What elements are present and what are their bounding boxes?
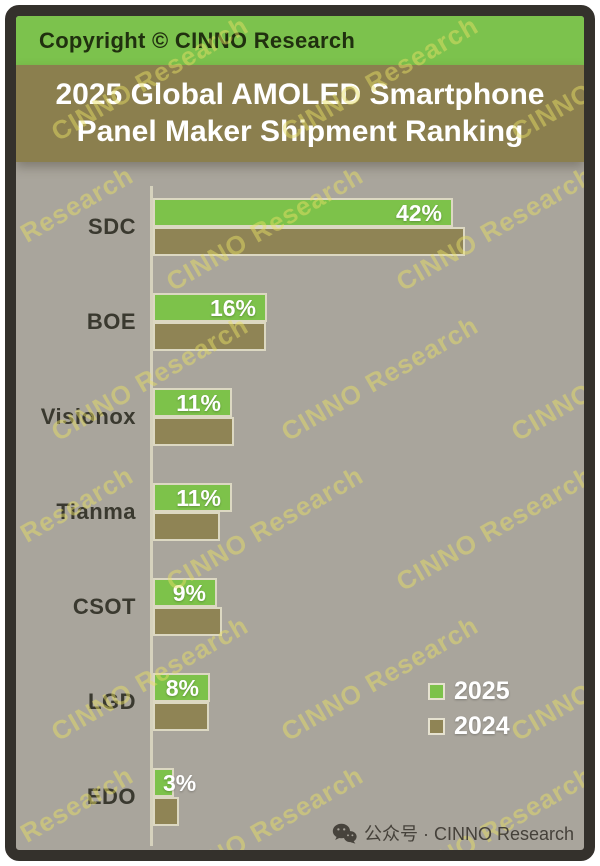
category-label: CSOT	[72, 594, 136, 619]
chart-group: Visionox 11%	[16, 388, 584, 446]
bar-2024-csot	[153, 607, 222, 636]
bar-value-label: 11%	[176, 390, 221, 416]
bar-2024-sdc	[153, 227, 465, 256]
chart-group: SDC 42%	[16, 198, 584, 256]
copyright-bar: Copyright © CINNO Research	[16, 16, 584, 65]
legend: 2025 2024	[428, 676, 510, 748]
chart-group: Tianma 11%	[16, 483, 584, 541]
copyright-text: Copyright © CINNO Research	[39, 27, 356, 53]
category-label: EDO	[86, 784, 136, 809]
bar-2025-tianma: 11%	[153, 483, 232, 512]
bar-value-label: 8%	[165, 675, 199, 701]
chart-group: EDO 3%	[16, 768, 584, 826]
legend-label: 2024	[454, 711, 510, 740]
page-title-line1: 2025 Global AMOLED Smartphone	[55, 77, 545, 111]
category-label: SDC	[88, 214, 136, 239]
bar-2025-lgd: 8%	[153, 673, 210, 702]
page-title-line2: Panel Maker Shipment Ranking	[76, 114, 524, 148]
bar-2025-sdc: 42%	[153, 198, 453, 227]
legend-item: 2025	[428, 676, 510, 705]
bar-2024-tianma	[153, 512, 220, 541]
legend-swatch	[428, 682, 445, 700]
bar-2024-boe	[153, 322, 266, 351]
chart: SDC 42% BOE 16% Visionox 11% Tianma 11% CSOT 9% LG…	[16, 162, 584, 850]
bar-value-label: 9%	[172, 580, 206, 606]
bar-value-label: 16%	[209, 295, 256, 321]
legend-item: 2024	[428, 711, 510, 740]
chart-group: BOE 16%	[16, 293, 584, 351]
bar-2025-csot: 9%	[153, 578, 217, 607]
bar-value-label: 42%	[395, 200, 442, 226]
footer: 公众号 · CINNO Research	[332, 820, 574, 846]
chart-axis-line	[150, 186, 153, 846]
category-label: Visionox	[40, 404, 136, 429]
chart-group: LGD 8%	[16, 673, 584, 731]
bar-2024-visionox	[153, 417, 234, 446]
chart-group: CSOT 9%	[16, 578, 584, 636]
bar-2024-edo	[153, 797, 179, 826]
legend-swatch	[428, 717, 445, 735]
bar-2025-edo: 3%	[153, 768, 196, 797]
bar-value-label: 3%	[163, 770, 197, 796]
title-banner: 2025 Global AMOLED Smartphone Panel Make…	[16, 65, 584, 162]
bar-2025-visionox: 11%	[153, 388, 232, 417]
bar-2025-boe: 16%	[153, 293, 267, 322]
category-label: LGD	[88, 689, 136, 714]
infographic-frame: Copyright © CINNO Research 2025 Global A…	[5, 5, 595, 861]
category-label: BOE	[86, 309, 136, 334]
wechat-icon	[332, 823, 357, 844]
footer-text: 公众号 · CINNO Research	[363, 824, 574, 844]
category-label: Tianma	[56, 499, 136, 524]
bar-2024-lgd	[153, 702, 209, 731]
legend-label: 2025	[454, 676, 510, 705]
bar-value-label: 11%	[176, 485, 221, 511]
